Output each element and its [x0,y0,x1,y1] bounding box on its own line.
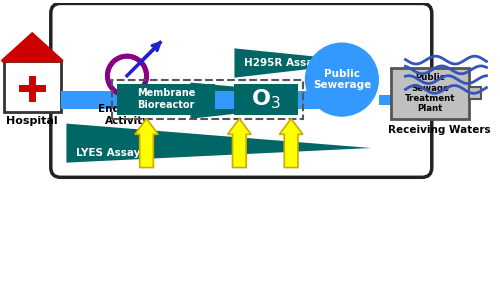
FancyArrow shape [280,119,303,168]
Polygon shape [66,123,371,163]
Bar [117,83,215,115]
Text: Public
Sewerage: Public Sewerage [313,69,371,90]
Text: Receiving Waters: Receiving Waters [388,125,491,135]
Circle shape [305,43,379,117]
Bar [298,91,352,109]
Bar [331,109,352,115]
FancyArrow shape [135,119,158,168]
Text: Endocrine
Activity: Endocrine Activity [98,104,156,126]
Text: O$_3$: O$_3$ [252,87,281,111]
Text: ER CALUX®: ER CALUX® [203,96,270,106]
Polygon shape [234,48,370,78]
Bar [391,68,469,119]
FancyArrow shape [228,119,251,168]
FancyBboxPatch shape [51,4,432,177]
Bar [4,61,60,112]
Text: Hospital: Hospital [6,116,58,126]
Bar [215,91,234,109]
Polygon shape [2,34,62,61]
Text: H295R Assay: H295R Assay [244,58,320,68]
Text: Public
Sewage
Treatment
Plant: Public Sewage Treatment Plant [404,73,455,113]
Text: LYES Assay: LYES Assay [76,148,140,158]
Bar [234,83,298,115]
Circle shape [108,56,146,95]
Bar [379,95,396,105]
Text: Membrane
Bioreactor: Membrane Bioreactor [137,89,196,110]
Bar [469,87,480,99]
Bar [60,91,352,109]
Polygon shape [190,83,371,119]
Bar [112,80,303,119]
